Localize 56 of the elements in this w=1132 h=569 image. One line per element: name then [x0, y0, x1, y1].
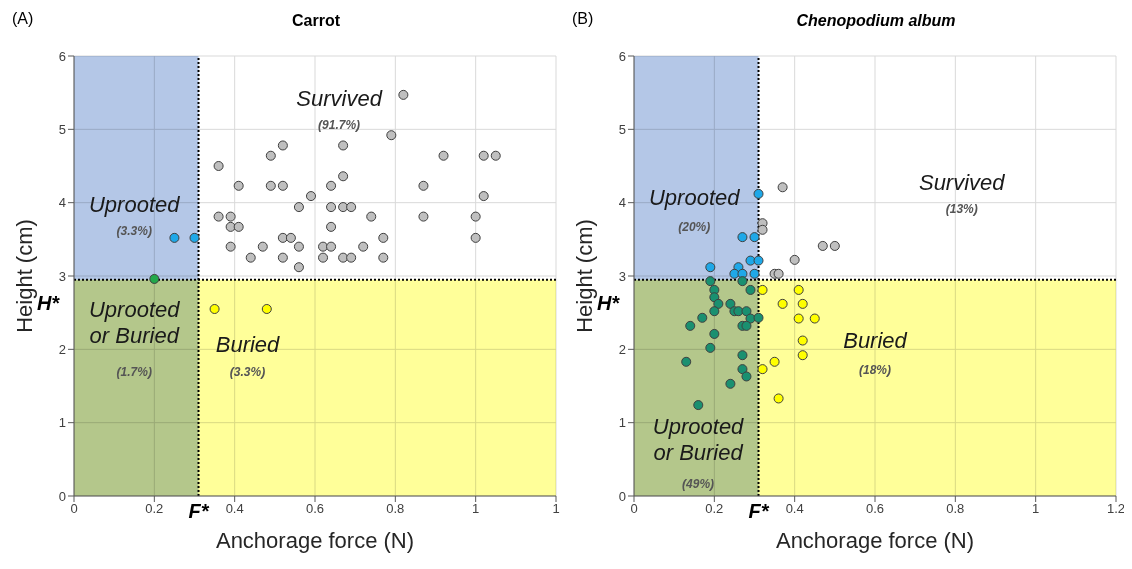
x-axis-title: Anchorage force (N) [215, 528, 415, 553]
ref-line-label: H* [596, 291, 621, 314]
x-tick-label: 0 [70, 501, 78, 517]
annotation: (1.7%) [116, 364, 152, 379]
x-tick-label: 1 [472, 501, 480, 517]
y-tick-label: 6 [618, 48, 626, 64]
y-tick-label: 2 [618, 341, 626, 357]
annotation: (20%) [678, 219, 711, 234]
annotation: (13%) [945, 202, 978, 217]
x-tick-label: 0.2 [705, 501, 724, 517]
x-tick-label: 0.6 [865, 501, 885, 517]
ref-line-label: F* [748, 500, 770, 522]
x-tick-label: 0.4 [785, 501, 804, 517]
annotation: Buried [215, 332, 281, 358]
x-tick-label: 1.2 [1106, 501, 1126, 517]
y-tick-label: 0 [618, 488, 626, 504]
y-tick-label: 5 [58, 121, 66, 137]
annotation: Survived [918, 169, 1006, 195]
chart-subtitle: (A) [12, 10, 34, 28]
ref-line-label: F* [188, 500, 210, 522]
y-tick-label: 3 [58, 268, 66, 284]
x-tick-label: 1 [552, 501, 560, 517]
x-tick-label: 0.8 [386, 501, 405, 517]
annotation: (49%) [682, 477, 715, 492]
annotation: Uprooted [88, 191, 181, 217]
annotation: Uprooted [648, 184, 741, 210]
y-tick-label: 4 [58, 195, 66, 211]
y-tick-label: 6 [58, 48, 66, 64]
y-axis-title: Height (cm) [11, 219, 37, 333]
annotation: (3.3%) [229, 364, 266, 379]
annotation: Uprooted or Buried [88, 297, 181, 349]
ref-line-label: H* [36, 291, 61, 314]
annotation: (18%) [858, 362, 892, 377]
y-tick-label: 1 [618, 415, 626, 431]
x-tick-label: 0.6 [305, 501, 325, 517]
y-tick-label: 5 [618, 121, 626, 137]
annotation: (3.3%) [116, 224, 152, 239]
x-tick-label: 0.8 [946, 501, 965, 517]
chart-title: Carrot [291, 12, 341, 30]
y-tick-label: 3 [618, 268, 626, 284]
annotation: (91.7%) [318, 118, 361, 133]
y-tick-label: 0 [58, 488, 66, 504]
x-tick-label: 0.2 [145, 501, 164, 517]
x-tick-label: 0 [630, 501, 638, 517]
annotation: Buried [843, 327, 908, 353]
y-tick-label: 4 [618, 195, 626, 211]
chart-title: Chenopodium album [795, 12, 957, 30]
x-tick-label: 1 [1032, 501, 1040, 517]
x-tick-label: 0.4 [225, 501, 244, 517]
y-tick-label: 1 [58, 415, 66, 431]
chart-subtitle: (B) [572, 10, 594, 28]
y-tick-label: 2 [58, 341, 66, 357]
annotation: Uprooted or Buried [652, 413, 745, 465]
y-axis-title: Height (cm) [571, 219, 597, 333]
x-axis-title: Anchorage force (N) [775, 528, 975, 553]
annotation: Survived [296, 85, 383, 111]
